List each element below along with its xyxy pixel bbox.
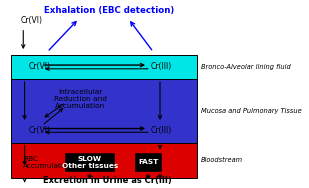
Bar <box>11 79 197 143</box>
Text: Bronco-Alveolar lining fluid: Bronco-Alveolar lining fluid <box>201 64 291 70</box>
Text: Intracellular
Reduction and
Accumulation: Intracellular Reduction and Accumulation <box>54 89 107 109</box>
Text: Bloodstream: Bloodstream <box>201 157 243 163</box>
Text: Excretion in Urine as Cr(III): Excretion in Urine as Cr(III) <box>43 176 171 185</box>
Text: Mucosa and Pulmonary Tissue: Mucosa and Pulmonary Tissue <box>201 108 302 114</box>
Text: SLOW
Other tissues: SLOW Other tissues <box>61 156 118 169</box>
Text: Cr(VI): Cr(VI) <box>21 16 43 25</box>
Bar <box>11 143 197 178</box>
Bar <box>11 55 197 79</box>
Bar <box>65 153 114 171</box>
Text: Cr(VI): Cr(VI) <box>28 62 51 71</box>
Text: Cr(VI): Cr(VI) <box>28 126 51 135</box>
Text: FAST: FAST <box>138 159 158 165</box>
Text: Cr(III): Cr(III) <box>151 62 172 71</box>
Bar <box>135 153 161 171</box>
Text: Exhalation (EBC detection): Exhalation (EBC detection) <box>44 6 175 15</box>
Text: Cr(III): Cr(III) <box>151 126 172 135</box>
Text: RBC
Accumulation: RBC Accumulation <box>23 156 74 169</box>
